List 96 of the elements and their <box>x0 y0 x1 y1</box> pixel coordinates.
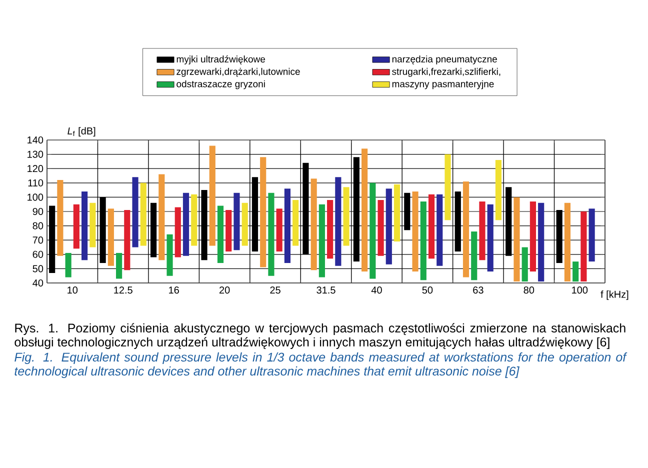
bar <box>49 206 56 273</box>
bar <box>260 157 266 268</box>
bar <box>268 192 274 276</box>
bar <box>386 188 392 264</box>
bar <box>150 202 157 258</box>
bar <box>116 252 122 279</box>
bar <box>353 157 360 262</box>
bar <box>580 211 587 282</box>
bar <box>217 206 224 263</box>
bar <box>132 177 138 248</box>
bar <box>506 187 512 256</box>
y-tick-label: 50 <box>32 265 44 272</box>
x-tick-label: 40 <box>371 286 382 294</box>
bar <box>82 191 88 260</box>
bar <box>335 177 342 266</box>
x-axis-title: f [kHz] <box>600 290 628 300</box>
bar <box>234 192 240 250</box>
y-tick-label: 70 <box>32 236 44 244</box>
y-tick-label: 130 <box>28 150 44 158</box>
bar <box>182 192 190 256</box>
bar <box>201 190 208 260</box>
y-tick-label: 100 <box>28 194 44 201</box>
bar <box>284 188 290 263</box>
bar <box>226 210 232 252</box>
bar <box>462 181 470 278</box>
bar <box>572 262 579 282</box>
bar <box>436 194 443 266</box>
bar <box>514 197 520 282</box>
bar <box>57 180 64 256</box>
bar <box>158 174 165 260</box>
x-tick-label: 25 <box>270 286 280 294</box>
bar <box>428 194 435 259</box>
bar <box>166 234 173 276</box>
bar <box>530 201 536 272</box>
legend-label: zgrzewarki,drążarki,lutownice <box>176 68 300 77</box>
bar <box>140 182 146 246</box>
bar <box>538 202 544 282</box>
bar <box>404 192 410 230</box>
bar <box>556 210 562 263</box>
x-tick-label: 16 <box>169 286 179 294</box>
bar <box>454 191 461 252</box>
legend-label: narzędzia pneumatyczne <box>392 55 497 64</box>
bar <box>471 232 478 280</box>
bar <box>588 208 595 262</box>
y-tick-label: 90 <box>32 208 44 216</box>
bar <box>318 204 325 278</box>
bar <box>73 204 80 249</box>
bar <box>90 202 96 248</box>
bar <box>412 191 418 272</box>
legend-label: myjki ultradźwiękowe <box>176 55 266 64</box>
bar <box>174 207 181 258</box>
bar <box>310 178 317 270</box>
bar <box>479 201 486 260</box>
bar <box>564 202 571 282</box>
y-tick-label: 140 <box>28 136 44 144</box>
x-tick-label: 20 <box>219 286 230 294</box>
x-tick-label: 80 <box>524 286 534 294</box>
x-tick-label: 10 <box>68 286 78 294</box>
y-tick-label: 120 <box>28 165 44 172</box>
bar <box>444 154 451 220</box>
bar <box>100 197 106 263</box>
legend-label: odstraszacze gryzoni <box>176 80 265 90</box>
bar <box>495 160 502 220</box>
bar <box>394 184 400 242</box>
bar <box>65 252 72 278</box>
y-tick-label: 40 <box>32 279 44 287</box>
bar <box>276 208 282 252</box>
bar <box>292 200 299 246</box>
x-tick-label: 31.5 <box>316 286 336 294</box>
bar <box>362 148 368 272</box>
x-tick-label: 63 <box>473 286 484 294</box>
x-tick-label: 100 <box>572 286 588 294</box>
x-tick-label: 12.5 <box>114 286 132 294</box>
y-tick-label: 110 <box>28 179 44 186</box>
bar <box>242 202 248 246</box>
bar <box>302 162 309 254</box>
bar <box>343 187 350 246</box>
y-tick-label: 60 <box>32 250 44 258</box>
bar <box>420 201 426 280</box>
caption: Fig. 1. Equivalent sound pressure levels in 1/3 octave bands measured at workstations for the operation of technological ultrasonic devices and other ultrasonic machines that emit ultrasonic noise [6] <box>14 352 628 378</box>
bar <box>124 210 130 270</box>
bar <box>191 194 198 246</box>
bar <box>108 208 114 266</box>
bar <box>370 182 376 279</box>
bar <box>378 200 384 256</box>
y-axis-title: L$_{f}$ [dB] <box>68 127 96 136</box>
bar <box>522 247 528 282</box>
legend-label: maszyny pasmanteryjne <box>392 80 494 90</box>
bar <box>209 146 216 246</box>
bar <box>487 204 494 272</box>
bar <box>327 200 334 259</box>
y-tick-label: 80 <box>32 222 44 230</box>
text: Rys. 1. Poziomy ciśnienia akustycznego w tercjowych pasmach częstotliwości zmierzone na stanowiskach obsługi technologicznych urządzeń ultradźwiękowych i innych maszyn emitujących hałas ultradźwiękowy [6] <box>14 323 626 349</box>
legend-label: strugarki,frezarki,szlifierki, <box>392 68 500 77</box>
bar <box>252 177 258 252</box>
x-tick-label: 50 <box>422 286 433 294</box>
